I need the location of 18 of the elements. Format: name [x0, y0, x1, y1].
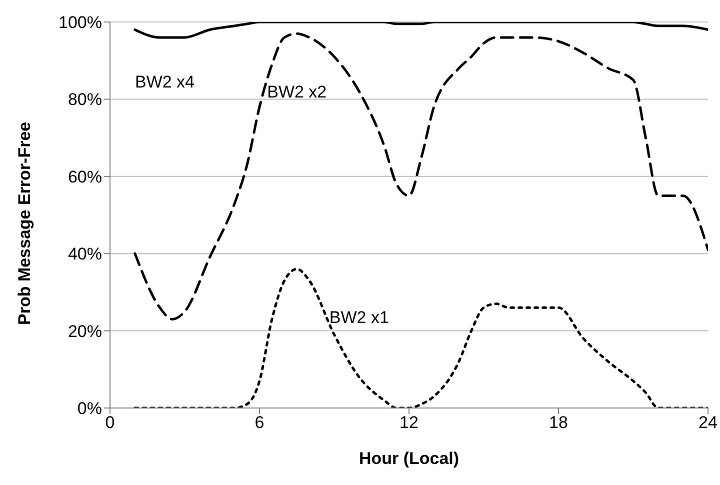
x-axis-title: Hour (Local) [358, 449, 460, 468]
text: BW2 x4 [134, 72, 195, 92]
y-tick-label: 100% [58, 13, 102, 32]
y-tick-label: 40% [68, 244, 102, 264]
y-tick-label: 0% [77, 399, 102, 418]
y-tick-label: 60% [68, 167, 102, 186]
x-tick-label: 18 [549, 413, 568, 432]
x-tick-label: 24 [698, 413, 718, 432]
x-tick-label: 12 [400, 413, 418, 432]
line-series [134, 268, 708, 408]
x-tick-label: 6 [254, 413, 264, 432]
y-axis-title: Prob Message Error-Free [15, 122, 34, 325]
series-label: BW2 x2 [267, 82, 327, 102]
x-tick-label: 0 [105, 413, 115, 432]
series-label: BW2 x1 [329, 308, 389, 328]
y-tick-label: 80% [68, 90, 102, 110]
line-series [134, 22, 708, 39]
y-tick-label: 20% [68, 322, 102, 341]
